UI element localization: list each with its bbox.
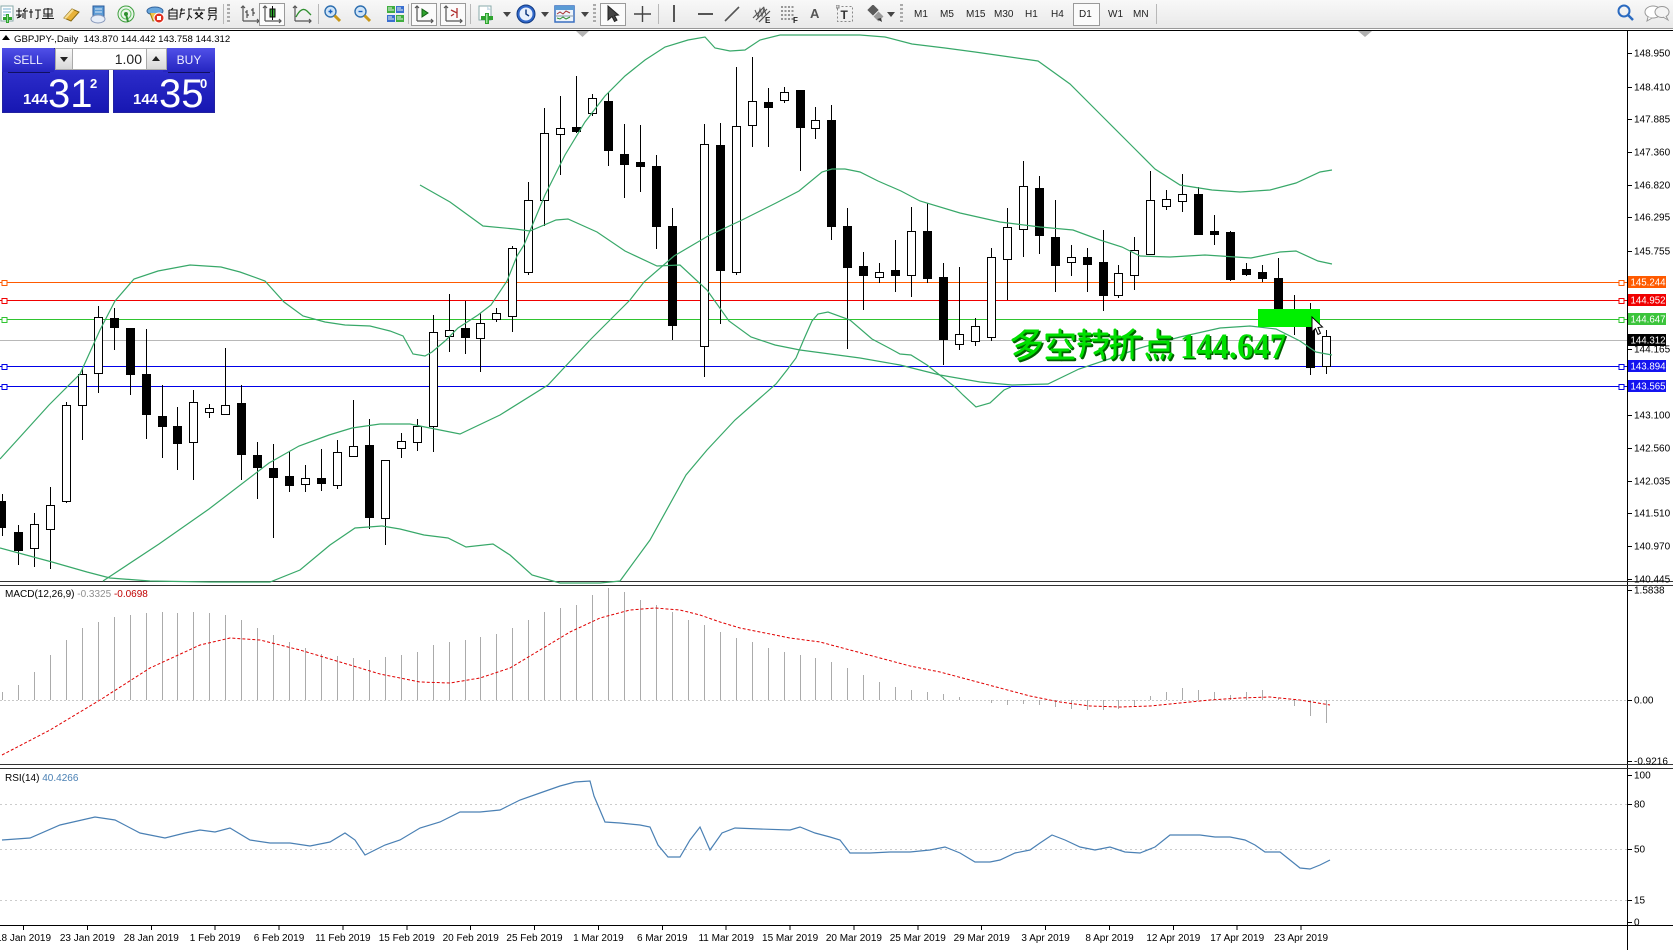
svg-text:145.244: 145.244 [1631,278,1667,289]
svg-text:80: 80 [1634,800,1646,811]
svg-text:MACD(12,26,9) -0.3325 -0.0698: MACD(12,26,9) -0.3325 -0.0698 [5,589,148,600]
svg-text:23 Jan 2019: 23 Jan 2019 [60,933,115,944]
svg-text:142.035: 142.035 [1634,477,1671,488]
svg-text:145.755: 145.755 [1634,247,1671,258]
svg-text:6 Mar 2019: 6 Mar 2019 [637,933,688,944]
svg-text:23 Apr 2019: 23 Apr 2019 [1274,933,1328,944]
svg-text:144.952: 144.952 [1631,296,1666,307]
svg-text:25 Feb 2019: 25 Feb 2019 [506,933,563,944]
svg-text:15 Feb 2019: 15 Feb 2019 [379,933,436,944]
svg-text:17 Apr 2019: 17 Apr 2019 [1210,933,1264,944]
svg-text:28 Jan 2019: 28 Jan 2019 [124,933,179,944]
svg-text:144.647: 144.647 [1631,315,1666,326]
svg-text:-0.9216: -0.9216 [1634,757,1668,768]
svg-text:144.165: 144.165 [1634,345,1671,356]
svg-text:3 Apr 2019: 3 Apr 2019 [1021,933,1070,944]
svg-text:146.295: 146.295 [1634,213,1671,224]
svg-text:1.5838: 1.5838 [1634,586,1665,597]
svg-text:140.970: 140.970 [1634,542,1671,553]
svg-text:140.445: 140.445 [1634,575,1671,586]
svg-text:20 Mar 2019: 20 Mar 2019 [826,933,883,944]
svg-text:1 Mar 2019: 1 Mar 2019 [573,933,624,944]
svg-text:146.820: 146.820 [1634,181,1671,192]
svg-text:147.885: 147.885 [1634,115,1671,126]
svg-text:100: 100 [1634,771,1651,782]
svg-text:144.647: 144.647 [1180,326,1286,366]
svg-text:20 Feb 2019: 20 Feb 2019 [443,933,500,944]
svg-text:29 Mar 2019: 29 Mar 2019 [954,933,1011,944]
svg-text:11 Feb 2019: 11 Feb 2019 [315,933,371,944]
svg-text:15: 15 [1634,896,1646,907]
svg-text:142.560: 142.560 [1634,444,1671,455]
svg-text:144.647: 144.647 [1182,328,1288,368]
svg-text:15 Mar 2019: 15 Mar 2019 [762,933,819,944]
svg-text:F: F [793,16,798,25]
svg-text:8 Apr 2019: 8 Apr 2019 [1085,933,1134,944]
svg-text:0: 0 [1634,918,1640,929]
svg-text:0.00: 0.00 [1634,696,1654,707]
svg-text:143.894: 143.894 [1631,362,1667,373]
svg-text:RSI(14) 40.4266: RSI(14) 40.4266 [5,773,79,784]
svg-text:148.950: 148.950 [1634,49,1671,60]
svg-text:E: E [765,16,771,25]
svg-text:12 Apr 2019: 12 Apr 2019 [1146,933,1200,944]
svg-text:GBPJPY-,Daily 143.870 144.442: GBPJPY-,Daily 143.870 144.442 143.758 14… [14,34,230,45]
svg-text:147.360: 147.360 [1634,148,1671,159]
svg-text:143.565: 143.565 [1631,382,1666,393]
svg-text:141.510: 141.510 [1634,509,1671,520]
svg-text:144.312: 144.312 [1631,336,1666,347]
svg-text:1 Feb 2019: 1 Feb 2019 [190,933,241,944]
svg-text:50: 50 [1634,845,1646,856]
svg-text:11 Mar 2019: 11 Mar 2019 [698,933,754,944]
svg-text:6 Feb 2019: 6 Feb 2019 [254,933,305,944]
svg-text:143.100: 143.100 [1634,411,1671,422]
svg-text:T: T [841,8,849,22]
svg-text:148.410: 148.410 [1634,83,1671,94]
svg-text:25 Mar 2019: 25 Mar 2019 [890,933,947,944]
svg-text:18 Jan 2019: 18 Jan 2019 [0,933,51,944]
